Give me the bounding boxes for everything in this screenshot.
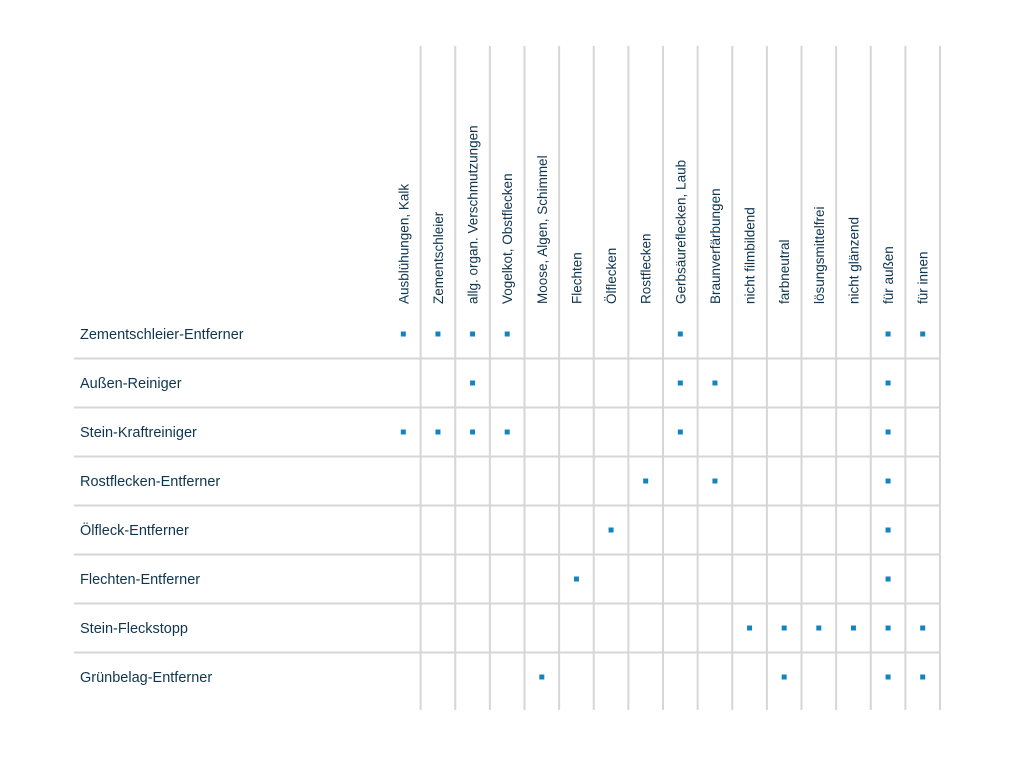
feature-marker	[400, 429, 406, 435]
row-label: Stein-Fleckstopp	[80, 621, 188, 637]
markers	[400, 331, 926, 680]
feature-marker	[920, 331, 926, 337]
column-header: Zementschleier	[431, 211, 446, 304]
feature-marker	[573, 576, 579, 582]
feature-marker	[885, 527, 891, 533]
row-labels: Zementschleier-Entferner Außen-Reiniger St…	[80, 327, 244, 686]
column-header: nicht filmbildend	[743, 207, 758, 304]
feature-marker	[816, 625, 822, 631]
feature-marker	[435, 331, 441, 337]
feature-marker	[885, 380, 891, 386]
row-label: Ölfleck-Entferner	[80, 521, 189, 539]
feature-marker	[504, 331, 510, 337]
column-headers: Ausblühungen, Kalk Zementschleier allg. or…	[396, 125, 930, 304]
feature-marker	[400, 331, 406, 337]
feature-marker	[435, 429, 441, 435]
feature-marker	[712, 478, 718, 484]
column-header: Braunverfärbungen	[708, 188, 723, 304]
column-header: Flechten	[569, 252, 584, 304]
column-header: Ausblühungen, Kalk	[396, 184, 411, 304]
feature-marker	[504, 429, 510, 435]
feature-marker	[885, 625, 891, 631]
feature-marker	[885, 478, 891, 484]
column-header: Vogelkot, Obstflecken	[500, 173, 515, 304]
feature-marker	[885, 576, 891, 582]
column-header: für außen	[881, 246, 896, 304]
column-header: farbneutral	[777, 239, 792, 304]
row-label: Flechten-Entferner	[80, 572, 200, 588]
feature-marker	[920, 674, 926, 680]
feature-marker	[470, 380, 476, 386]
feature-marker	[920, 625, 926, 631]
feature-marker	[470, 331, 476, 337]
column-header: allg. organ. Verschmutzungen	[466, 125, 481, 304]
column-header: Gerbsäureflecken, Laub	[673, 160, 688, 304]
feature-marker	[677, 380, 683, 386]
feature-marker	[677, 331, 683, 337]
feature-marker	[539, 674, 545, 680]
feature-marker	[712, 380, 718, 386]
row-label: Außen-Reiniger	[80, 376, 182, 392]
column-header: Moose, Algen, Schimmel	[535, 155, 550, 304]
feature-marker	[850, 625, 856, 631]
column-header: Ölflecken	[604, 248, 619, 304]
column-header: für innen	[916, 251, 931, 304]
column-header: Rostflecken	[639, 233, 654, 304]
feature-marker	[747, 625, 753, 631]
row-label: Grünbelag-Entferner	[80, 670, 212, 686]
feature-marker	[643, 478, 649, 484]
feature-marker	[608, 527, 614, 533]
grid-lines	[74, 46, 941, 710]
row-label: Zementschleier-Entferner	[80, 327, 244, 343]
feature-marker	[885, 674, 891, 680]
row-label: Rostflecken-Entferner	[80, 474, 220, 490]
column-header: lösungsmittelfrei	[812, 206, 827, 304]
feature-marker	[470, 429, 476, 435]
feature-marker	[885, 331, 891, 337]
feature-marker	[885, 429, 891, 435]
row-label: Stein-Kraftreiniger	[80, 425, 197, 441]
feature-marker	[781, 625, 787, 631]
feature-marker	[677, 429, 683, 435]
feature-marker	[781, 674, 787, 680]
column-header: nicht glänzend	[846, 217, 861, 304]
